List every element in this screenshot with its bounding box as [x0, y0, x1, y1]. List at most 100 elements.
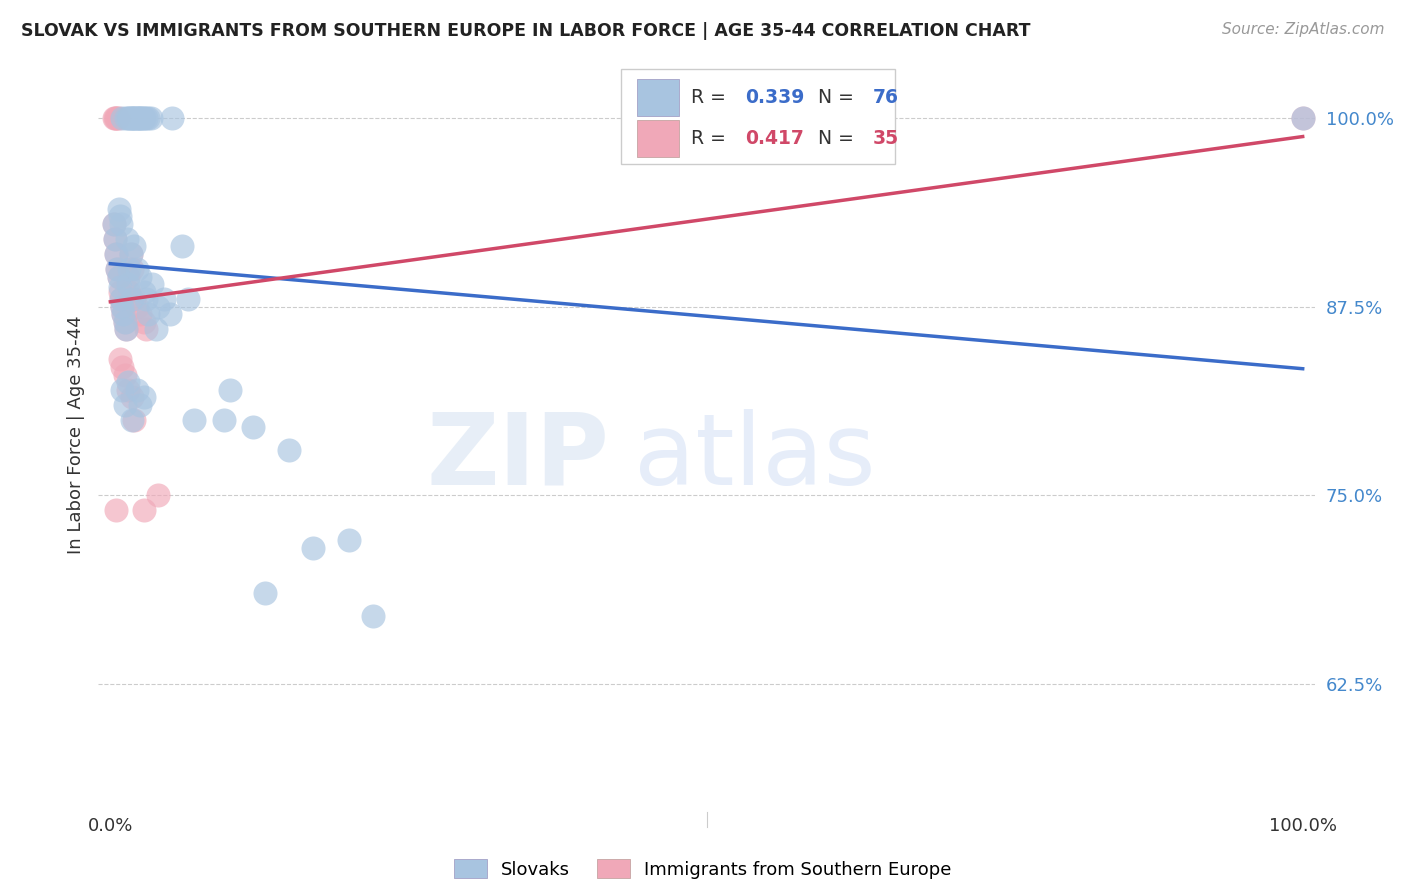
- Point: [129, 269, 152, 284]
- Point: [118, 112, 141, 126]
- Point: [132, 503, 155, 517]
- Point: [118, 285, 141, 299]
- Point: [132, 112, 155, 126]
- Point: [138, 307, 160, 321]
- Point: [120, 112, 142, 126]
- Point: [170, 239, 193, 253]
- Point: [132, 285, 155, 299]
- Point: [110, 292, 132, 306]
- Point: [107, 112, 129, 126]
- Text: 76: 76: [873, 87, 898, 107]
- Point: [138, 112, 160, 126]
- Point: [121, 413, 143, 427]
- Point: [120, 247, 142, 261]
- Point: [120, 247, 142, 261]
- FancyBboxPatch shape: [621, 70, 896, 163]
- Point: [135, 112, 157, 126]
- Point: [139, 112, 162, 126]
- Point: [110, 217, 132, 231]
- Point: [103, 217, 125, 231]
- Point: [111, 383, 134, 397]
- Point: [114, 398, 136, 412]
- Point: [108, 280, 131, 294]
- Point: [129, 112, 152, 126]
- Point: [112, 307, 135, 321]
- Text: 0.417: 0.417: [745, 128, 804, 147]
- Point: [145, 322, 167, 336]
- Point: [127, 112, 149, 126]
- Point: [108, 285, 131, 299]
- Point: [104, 232, 127, 246]
- Text: R =: R =: [690, 87, 731, 107]
- Point: [114, 368, 136, 382]
- Point: [111, 359, 134, 374]
- Point: [141, 277, 163, 291]
- Point: [108, 352, 131, 367]
- Text: R =: R =: [690, 128, 731, 147]
- Text: atlas: atlas: [634, 409, 875, 506]
- Point: [135, 292, 157, 306]
- Point: [121, 390, 143, 404]
- Point: [121, 292, 143, 306]
- Point: [117, 112, 139, 126]
- Point: [162, 112, 184, 126]
- Point: [125, 262, 148, 277]
- Point: [105, 247, 128, 261]
- Text: Source: ZipAtlas.com: Source: ZipAtlas.com: [1222, 22, 1385, 37]
- Point: [117, 375, 139, 389]
- Point: [337, 533, 360, 548]
- Point: [122, 112, 145, 126]
- Point: [108, 209, 131, 223]
- Point: [122, 413, 145, 427]
- Point: [122, 292, 145, 306]
- Text: ZIP: ZIP: [426, 409, 609, 506]
- Point: [125, 300, 148, 314]
- Point: [117, 269, 139, 284]
- Y-axis label: In Labor Force | Age 35-44: In Labor Force | Age 35-44: [66, 316, 84, 554]
- Point: [129, 307, 152, 321]
- Point: [107, 202, 129, 216]
- Legend: Slovaks, Immigrants from Southern Europe: Slovaks, Immigrants from Southern Europe: [454, 859, 952, 879]
- Point: [111, 112, 134, 126]
- Point: [115, 232, 138, 246]
- Point: [153, 292, 176, 306]
- Point: [111, 300, 134, 314]
- Point: [103, 112, 125, 126]
- Point: [121, 262, 143, 277]
- Point: [107, 269, 129, 284]
- Point: [122, 112, 145, 126]
- Point: [278, 442, 301, 457]
- Point: [121, 112, 143, 126]
- Point: [118, 262, 141, 277]
- Point: [107, 269, 129, 284]
- Point: [115, 322, 138, 336]
- Point: [107, 112, 129, 126]
- Point: [218, 383, 240, 397]
- Text: SLOVAK VS IMMIGRANTS FROM SOUTHERN EUROPE IN LABOR FORCE | AGE 35-44 CORRELATION: SLOVAK VS IMMIGRANTS FROM SOUTHERN EUROP…: [21, 22, 1031, 40]
- Point: [112, 307, 135, 321]
- Point: [111, 300, 134, 314]
- Point: [107, 262, 129, 277]
- Point: [242, 420, 264, 434]
- Point: [146, 300, 169, 314]
- Point: [212, 413, 235, 427]
- Point: [104, 232, 127, 246]
- Point: [183, 413, 205, 427]
- Point: [254, 586, 277, 600]
- Point: [117, 383, 139, 397]
- Point: [132, 315, 155, 329]
- Point: [122, 239, 145, 253]
- Point: [177, 292, 200, 306]
- Point: [125, 112, 148, 126]
- FancyBboxPatch shape: [637, 78, 679, 116]
- Text: 0.339: 0.339: [745, 87, 804, 107]
- Point: [115, 112, 138, 126]
- Point: [114, 315, 136, 329]
- Text: 35: 35: [873, 128, 900, 147]
- Point: [1292, 112, 1315, 126]
- Point: [105, 247, 128, 261]
- Point: [105, 112, 128, 126]
- Point: [105, 503, 128, 517]
- Text: N =: N =: [806, 87, 860, 107]
- Point: [125, 383, 148, 397]
